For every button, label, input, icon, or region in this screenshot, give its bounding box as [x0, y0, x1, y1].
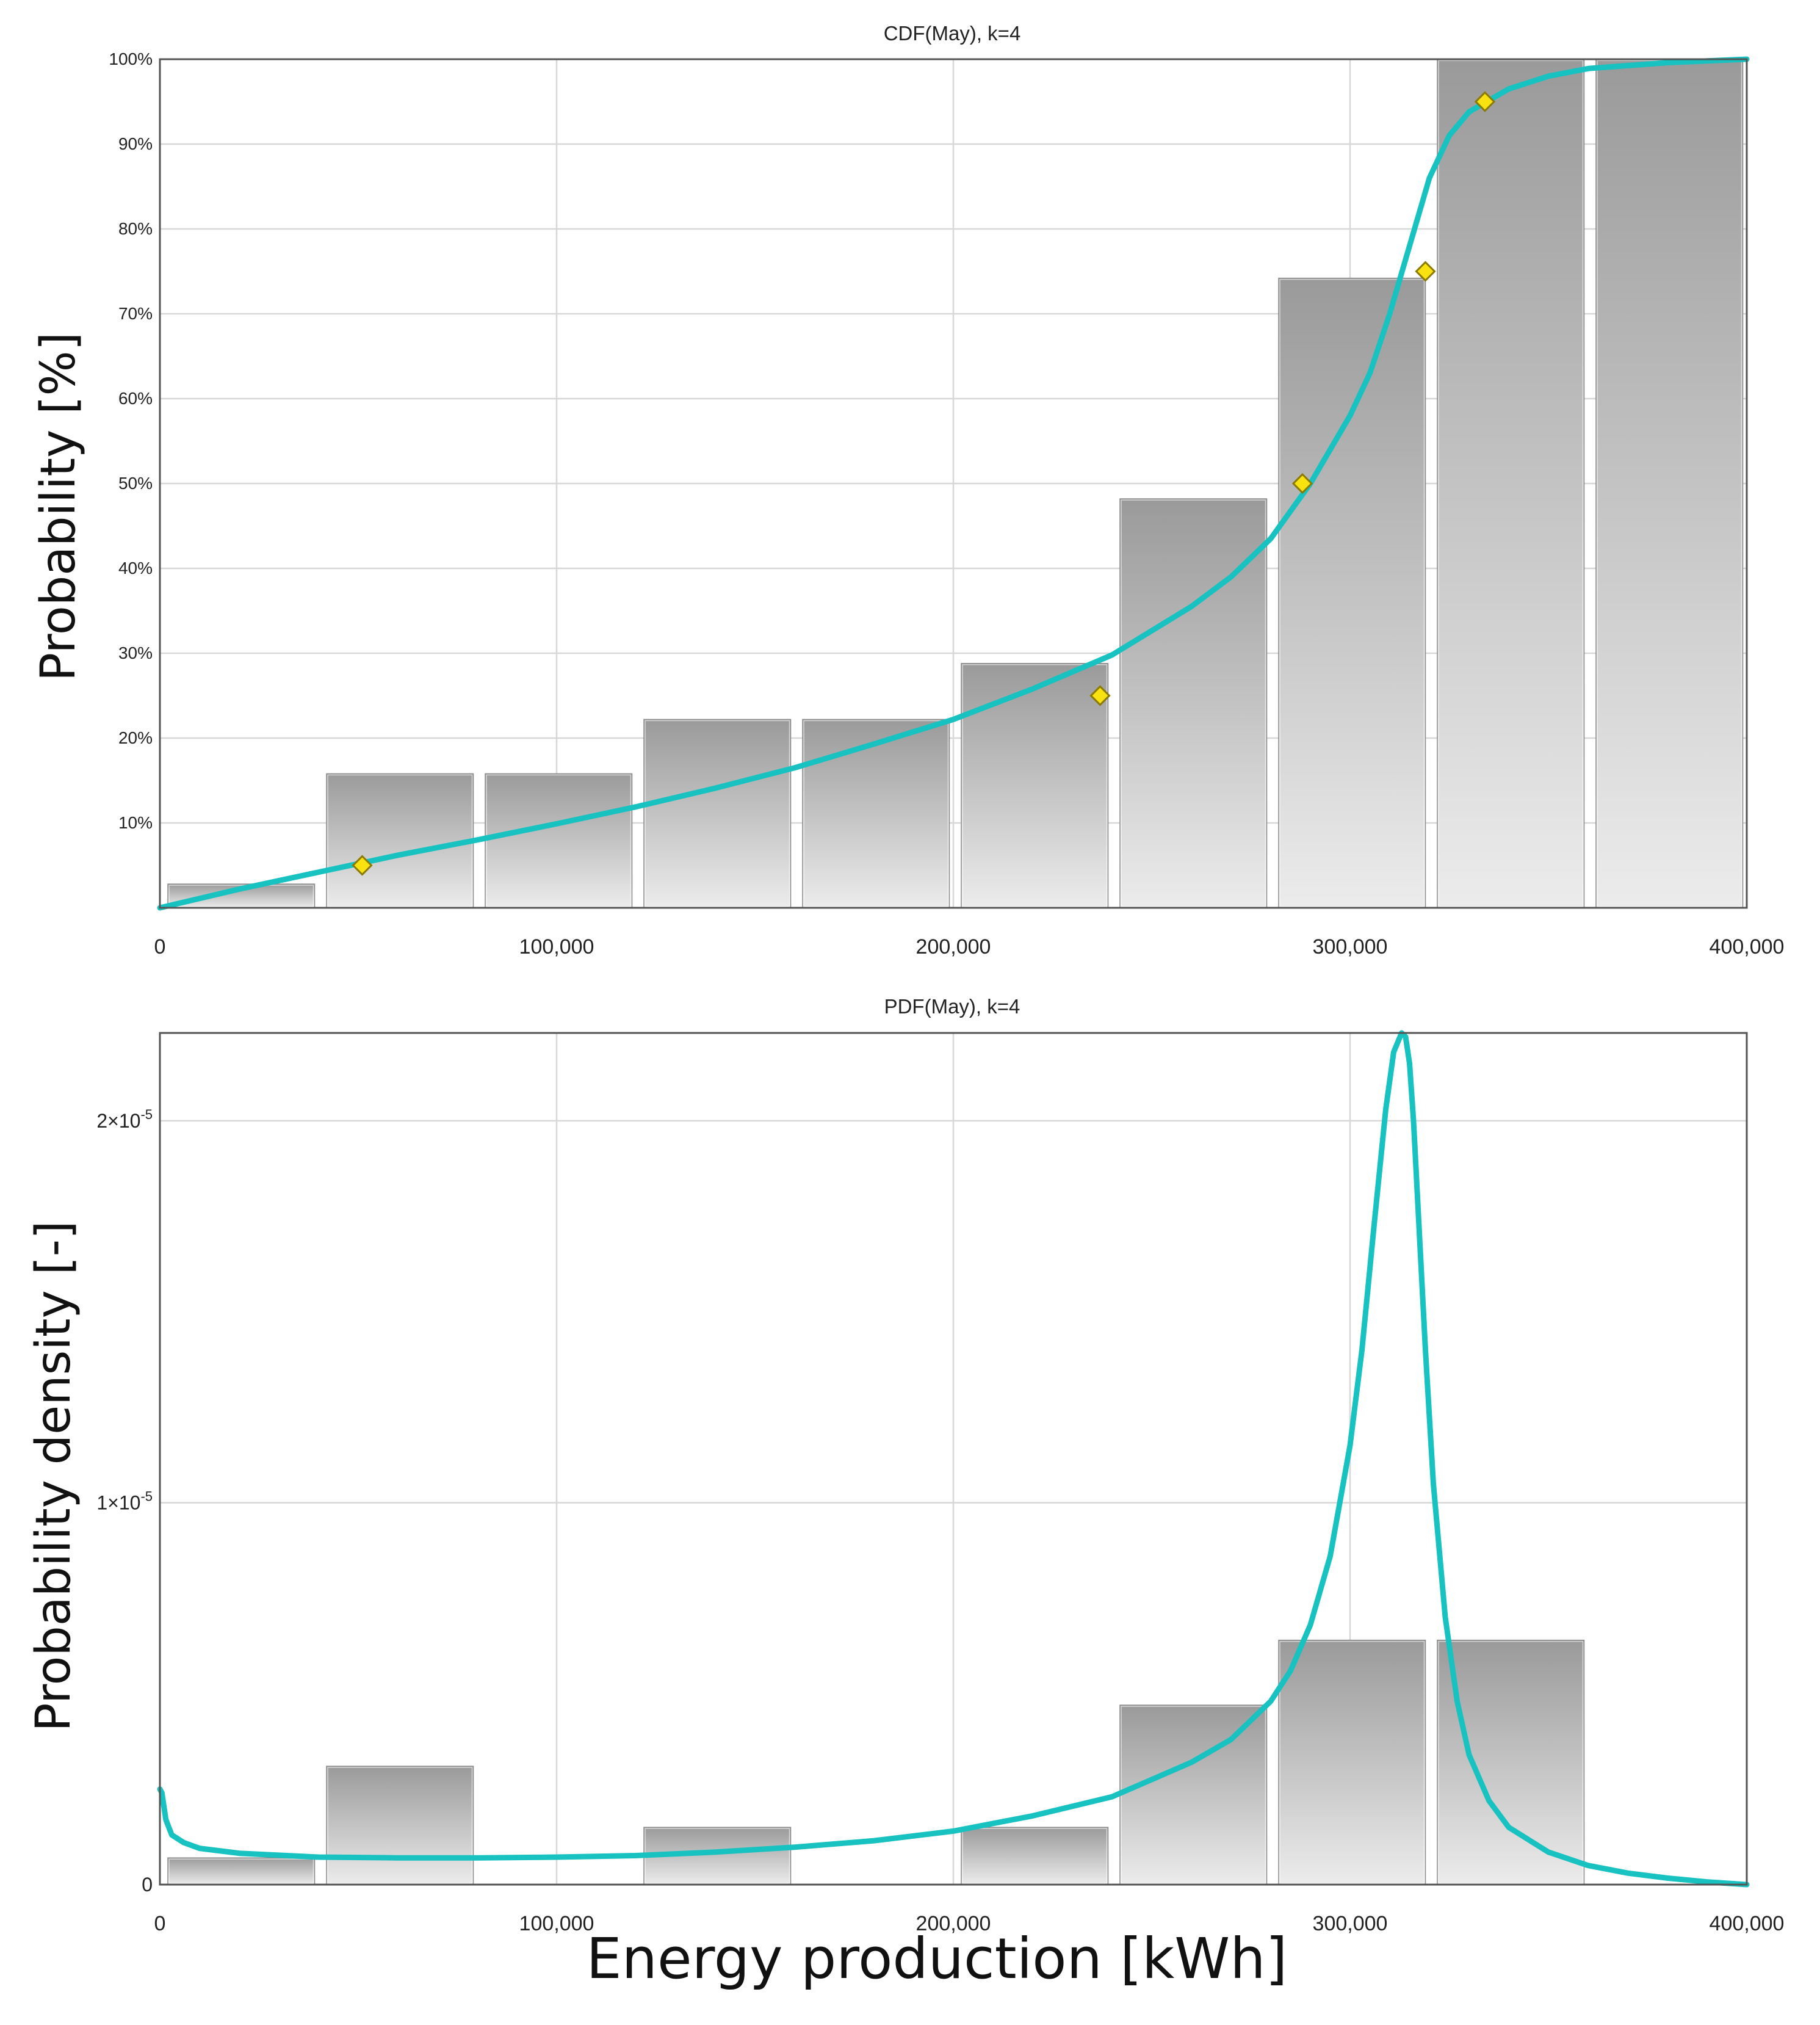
cdf-bar [1437, 59, 1585, 908]
pdf-panel: PDF(May), k=4 Probability density [-] 0 1… [26, 995, 1784, 1991]
cdf-bar [485, 773, 633, 908]
cdf-y-tick-label: 20% [118, 728, 153, 747]
cdf-y-tick-label: 30% [118, 643, 153, 662]
pdf-curve-line [157, 1030, 1750, 1888]
cdf-y-tick-label: 100% [109, 49, 153, 68]
cdf-y-tick-label: 70% [118, 304, 153, 323]
cdf-bar-highlight [645, 720, 790, 907]
cdf-bar-highlight [1121, 499, 1266, 907]
pdf-bar [961, 1827, 1109, 1885]
pdf-bar [326, 1766, 474, 1885]
cdf-y-tick-label: 60% [118, 389, 153, 408]
pdf-y-tick-label: 1×10-5 [96, 1488, 153, 1513]
cdf-x-tick-label: 400,000 [1710, 935, 1785, 958]
pdf-bar-highlight [962, 1828, 1108, 1884]
cdf-bar [1278, 277, 1426, 908]
cdf-x-tick-label: 0 [154, 935, 166, 958]
cdf-bar-highlight [962, 664, 1108, 907]
cdf-title: CDF(May), k=4 [884, 22, 1021, 45]
cdf-x-tick-label: 100,000 [519, 935, 594, 958]
pdf-title: PDF(May), k=4 [884, 995, 1020, 1018]
pdf-bar [1437, 1639, 1585, 1885]
pdf-bar [1278, 1639, 1426, 1885]
cdf-y-tick-label: 90% [118, 134, 153, 153]
pdf-y-axis-label: Probability density [-] [26, 1221, 81, 1732]
cdf-y-tick-label: 40% [118, 559, 153, 578]
x-axis-label: Energy production [kWh] [587, 1926, 1288, 1991]
cdf-x-tick-label: 300,000 [1313, 935, 1388, 958]
cdf-plot-frame [159, 58, 1748, 909]
cdf-bar [326, 773, 474, 908]
pdf-x-tick-label: 300,000 [1313, 1912, 1388, 1935]
cdf-bar-highlight [803, 720, 949, 907]
pdf-x-tick-label: 100,000 [519, 1912, 594, 1935]
cdf-quantile-marker [352, 855, 373, 876]
pdf-bar-highlight [1279, 1640, 1425, 1884]
pdf-bar-highlight [168, 1858, 314, 1884]
cdf-x-tick-label: 200,000 [916, 935, 991, 958]
pdf-bar-highlight [327, 1767, 473, 1884]
cdf-y-tick-label: 80% [118, 219, 153, 238]
pdf-x-tick-label: 0 [154, 1912, 166, 1935]
cdf-bar [802, 719, 950, 908]
cdf-bar-highlight [168, 885, 314, 907]
pdf-plot-frame [159, 1032, 1748, 1886]
cdf-bar-highlight [1438, 60, 1584, 907]
pdf-y-tick-label: 2×10-5 [96, 1107, 153, 1132]
cdf-quantile-marker [1291, 473, 1313, 494]
cdf-quantile-marker [1474, 91, 1496, 112]
cdf-y-tick-label: 10% [118, 813, 153, 832]
pdf-bar [1119, 1704, 1268, 1885]
cdf-quantile-marker [1415, 261, 1436, 282]
pdf-bar-highlight [1438, 1640, 1584, 1884]
cdf-panel: CDF(May), k=4 Probability [%] 10% 20% 30% 4… [31, 22, 1784, 958]
pdf-bar [167, 1857, 316, 1885]
pdf-x-tick-label: 200,000 [916, 1912, 991, 1935]
pdf-x-tick-label: 400,000 [1710, 1912, 1785, 1935]
cdf-quantile-marker [1089, 685, 1111, 706]
cdf-bar [961, 662, 1109, 908]
cdf-y-tick-label: 50% [118, 474, 153, 493]
pdf-y-tick-label: 0 [142, 1874, 153, 1896]
cdf-y-axis-label: Probability [%] [31, 332, 86, 681]
cdf-bar-highlight [1279, 278, 1425, 907]
cdf-bar [643, 719, 792, 908]
cdf-bar [1595, 59, 1744, 908]
